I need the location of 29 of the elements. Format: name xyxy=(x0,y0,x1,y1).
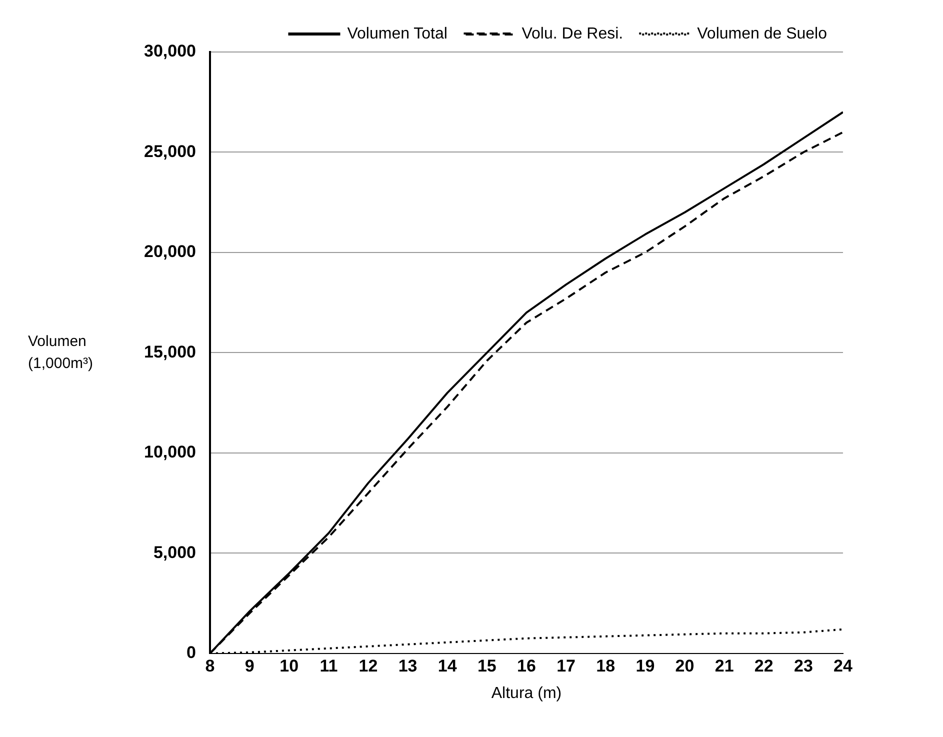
y-tick-label: 30,000 xyxy=(144,42,196,61)
x-tick-label: 15 xyxy=(477,656,496,676)
y-tick-label: 25,000 xyxy=(144,142,196,161)
x-tick-label: 23 xyxy=(794,656,813,676)
x-axis-title: Altura (m) xyxy=(491,684,562,702)
x-tick-label: 19 xyxy=(636,656,655,676)
x-tick-label: 9 xyxy=(244,656,254,676)
x-tick-label: 16 xyxy=(517,656,536,676)
x-tick-label: 14 xyxy=(438,656,458,676)
x-tick-label: 21 xyxy=(714,656,734,676)
x-tick-label: 11 xyxy=(320,656,338,676)
legend-label: Volu. De Resi. xyxy=(522,25,624,42)
x-tick-label: 18 xyxy=(596,656,616,676)
x-tick-label: 8 xyxy=(205,656,215,676)
y-axis-title: Volumen (1,000m³) xyxy=(28,332,94,372)
y-tick-label: 0 xyxy=(186,643,196,662)
x-tick-label: 13 xyxy=(398,656,418,676)
x-tick-label: 12 xyxy=(358,656,378,676)
x-tick-label: 20 xyxy=(675,656,694,676)
x-tick-label: 22 xyxy=(754,656,774,676)
legend-label: Volumen de Suelo xyxy=(697,25,828,42)
x-tick-label: 17 xyxy=(556,656,576,676)
x-tick-label: 24 xyxy=(834,656,853,676)
y-tick-label: 10,000 xyxy=(144,442,196,462)
legend-label: Volumen Total xyxy=(347,25,448,42)
y-tick-label: 5,000 xyxy=(153,542,196,562)
y-tick-label: 15,000 xyxy=(144,342,196,362)
y-tick-label: 20,000 xyxy=(144,242,196,262)
x-tick-label: 10 xyxy=(280,656,299,676)
